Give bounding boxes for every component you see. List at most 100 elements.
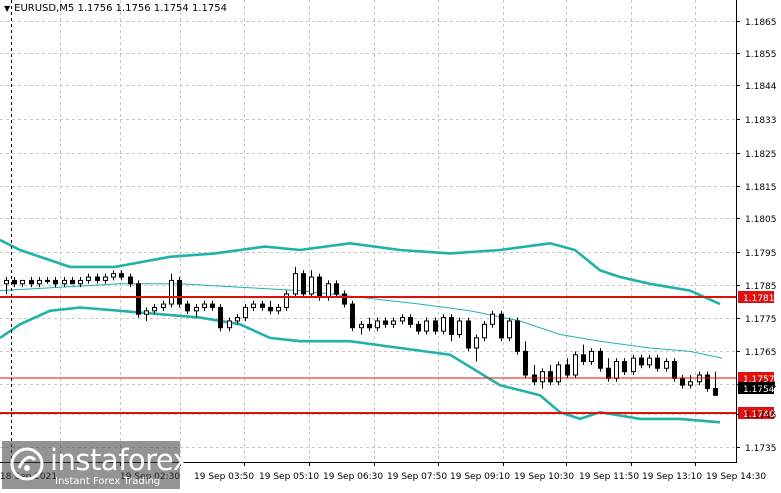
candle-body-bull <box>62 279 67 285</box>
candle-body-bull <box>375 320 380 329</box>
candle-body-bull <box>111 273 116 278</box>
candle <box>29 277 34 288</box>
price-level-badge[interactable] <box>738 372 774 384</box>
time-tick-label: 19 Sep 11:50 <box>579 472 639 482</box>
candle-body-bear <box>119 273 124 278</box>
candle <box>680 375 685 389</box>
price-tick-label: 1.1795 <box>745 249 777 259</box>
candle <box>457 317 462 338</box>
candle <box>359 320 364 335</box>
time-tick-label: 19 Sep 10:30 <box>514 472 574 482</box>
candle-body-bear <box>383 320 388 325</box>
candle <box>631 354 636 376</box>
candle-body-bull <box>86 276 91 281</box>
price-level-badge[interactable] <box>738 407 774 419</box>
candle <box>449 314 454 342</box>
candle <box>268 300 273 315</box>
price-tick-label: 1.1825 <box>745 150 777 160</box>
candle <box>565 358 570 379</box>
candle <box>688 375 693 389</box>
instaforex-watermark: instaforex Instant Forex Trading <box>2 441 190 489</box>
candle-body-bull <box>688 381 693 386</box>
candle-body-bear <box>622 361 627 373</box>
candle-body-bull <box>309 276 314 295</box>
candle <box>260 300 265 311</box>
candle <box>589 347 594 365</box>
candle-body-bull <box>424 320 429 332</box>
candle-body-bull <box>540 371 545 383</box>
candle-body-bear <box>342 293 347 305</box>
candle <box>400 314 405 325</box>
candle-body-bull <box>507 320 512 339</box>
candle-body-bear <box>672 361 677 379</box>
candle-body-bear <box>95 276 100 281</box>
candle <box>276 304 281 315</box>
candle-body-bear <box>317 276 322 298</box>
price-tick-label: 1.1855 <box>745 50 777 60</box>
candle-body-bear <box>565 364 570 376</box>
candle-body-bear <box>136 283 141 315</box>
candle-body-bear <box>581 354 586 363</box>
candle <box>20 279 25 288</box>
candle-body-bull <box>482 323 487 339</box>
candle-body-bull <box>169 279 174 305</box>
time-tick-label: 19 Sep 03:50 <box>194 472 254 482</box>
candle-body-bear <box>334 283 339 295</box>
candle <box>433 317 438 335</box>
candle-body-bear <box>301 273 306 295</box>
symbol-header[interactable]: ▼ EURUSD,M5 1.1756 1.1756 1.1754 1.1754 <box>4 3 227 14</box>
price-tick-label: 1.1785 <box>745 282 777 292</box>
candle-body-bull <box>20 279 25 285</box>
candle <box>95 273 100 284</box>
candle <box>598 347 603 372</box>
candle-body-bull <box>441 317 446 332</box>
candle-body-bear <box>680 377 685 386</box>
price-tick-label: 1.1865 <box>745 18 777 28</box>
candle <box>284 290 289 311</box>
candle-body-bull <box>326 283 331 298</box>
candle <box>202 300 207 311</box>
candle <box>507 317 512 342</box>
time-tick-label: 19 Sep 07:50 <box>387 472 447 482</box>
candle-body-bull <box>202 303 207 308</box>
candle-body-bear <box>260 303 265 308</box>
candle-body-bull <box>664 361 669 369</box>
candle-body-bull <box>457 320 462 335</box>
candle-body-bull <box>276 306 281 312</box>
candle <box>86 273 91 284</box>
price-level-label: 1.1757 <box>743 375 775 385</box>
candle <box>556 361 561 386</box>
candle <box>342 290 347 308</box>
candle-body-bear <box>466 320 471 349</box>
candle-body-bear <box>70 279 75 285</box>
price-level-badge[interactable] <box>738 291 774 303</box>
candle <box>424 317 429 335</box>
candle <box>301 270 306 298</box>
candle-body-bear <box>515 320 520 352</box>
candle <box>128 273 133 288</box>
candle <box>482 320 487 342</box>
price-axis[interactable]: 1.1865 1.1855 1.1844 1.1833 1.1825 1.1815 1.18… <box>736 18 777 454</box>
candle <box>581 344 586 365</box>
candle <box>62 277 67 288</box>
candle <box>515 317 520 355</box>
candle-body-bear <box>606 367 611 379</box>
candle <box>639 354 644 369</box>
candle-body-bull <box>144 310 149 315</box>
triangle-down-icon[interactable]: ▼ <box>4 4 11 13</box>
bollinger-lower-line <box>0 306 721 424</box>
candle <box>144 307 149 321</box>
candle-body-bear <box>523 350 528 376</box>
chart-grid <box>0 0 736 462</box>
candle <box>466 317 471 352</box>
candle-body-bear <box>433 320 438 332</box>
candle <box>334 280 339 298</box>
price-levels[interactable]: 1.1781 1.1757 1.1746 1.1754 <box>0 291 775 420</box>
candle <box>309 270 314 298</box>
candle <box>161 300 166 311</box>
candle <box>490 310 495 328</box>
price-tick-label: 1.1844 <box>745 82 777 92</box>
candle-body-bear <box>350 303 355 329</box>
candle <box>408 314 413 328</box>
